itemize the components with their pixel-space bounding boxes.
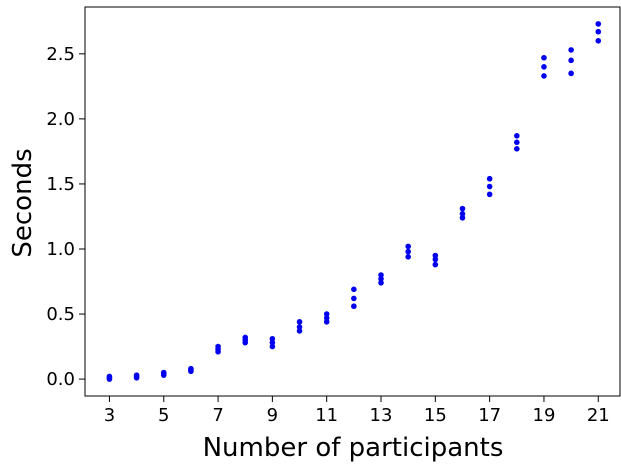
x-tick-label: 9 <box>267 405 278 426</box>
y-tick-label: 2.5 <box>46 44 75 65</box>
data-point <box>595 38 602 44</box>
data-point <box>432 252 439 259</box>
data-point <box>405 253 411 260</box>
data-point <box>541 64 547 70</box>
data-point <box>106 373 113 380</box>
data-point <box>378 280 384 286</box>
data-point <box>351 303 357 310</box>
data-point <box>459 211 466 217</box>
data-point <box>595 21 602 27</box>
x-tick-label: 11 <box>315 405 338 426</box>
x-axis-ticks: 3 5 7 9 11 13 15 17 19 21 <box>104 396 610 426</box>
data-point <box>351 295 357 302</box>
data-point <box>378 272 384 278</box>
data-point <box>323 311 330 317</box>
y-tick-label: 0.0 <box>46 369 75 390</box>
y-tick-label: 1.0 <box>46 239 75 260</box>
data-point <box>269 339 276 346</box>
x-tick-label: 21 <box>587 405 610 426</box>
data-point <box>486 183 493 190</box>
data-point <box>269 335 276 342</box>
data-point <box>432 261 439 268</box>
x-tick-label: 17 <box>478 405 501 426</box>
data-point <box>541 54 547 61</box>
data-point <box>215 343 221 350</box>
data-point <box>568 70 574 77</box>
x-tick-label: 5 <box>158 405 169 426</box>
data-point <box>296 324 303 330</box>
data-point <box>160 369 167 376</box>
data-point <box>432 256 439 263</box>
data-point <box>459 205 466 212</box>
x-tick-label: 7 <box>212 405 223 426</box>
data-point <box>514 132 520 139</box>
data-point <box>296 328 303 334</box>
y-tick-label: 1.5 <box>46 174 75 195</box>
x-tick-label: 3 <box>104 405 115 426</box>
data-point <box>405 248 411 255</box>
data-point <box>568 47 574 53</box>
y-tick-label: 0.5 <box>46 304 75 325</box>
data-points <box>106 21 602 382</box>
x-axis-label: Number of participants <box>203 433 504 463</box>
data-point <box>351 286 357 293</box>
data-point <box>269 343 276 350</box>
data-point <box>133 372 140 378</box>
x-tick-label: 15 <box>424 405 447 426</box>
data-point <box>188 365 194 372</box>
data-point <box>405 243 411 250</box>
x-tick-label: 13 <box>370 405 393 426</box>
y-tick-label: 2.0 <box>46 109 75 130</box>
data-point <box>486 175 493 182</box>
plot-frame <box>84 6 621 397</box>
y-axis-label: Seconds <box>8 148 38 257</box>
data-point <box>296 319 303 325</box>
data-point <box>486 191 493 198</box>
data-point <box>514 139 520 146</box>
data-point <box>568 57 574 64</box>
data-point <box>514 146 520 152</box>
data-point <box>323 319 330 325</box>
data-point <box>323 315 330 321</box>
data-point <box>378 276 384 282</box>
y-axis-ticks: 0.0 0.5 1.0 1.5 2.0 2.5 <box>46 44 85 390</box>
data-point <box>242 334 249 341</box>
data-point <box>595 28 602 35</box>
data-point <box>459 214 466 221</box>
data-point <box>541 73 547 79</box>
x-tick-label: 19 <box>533 405 556 426</box>
